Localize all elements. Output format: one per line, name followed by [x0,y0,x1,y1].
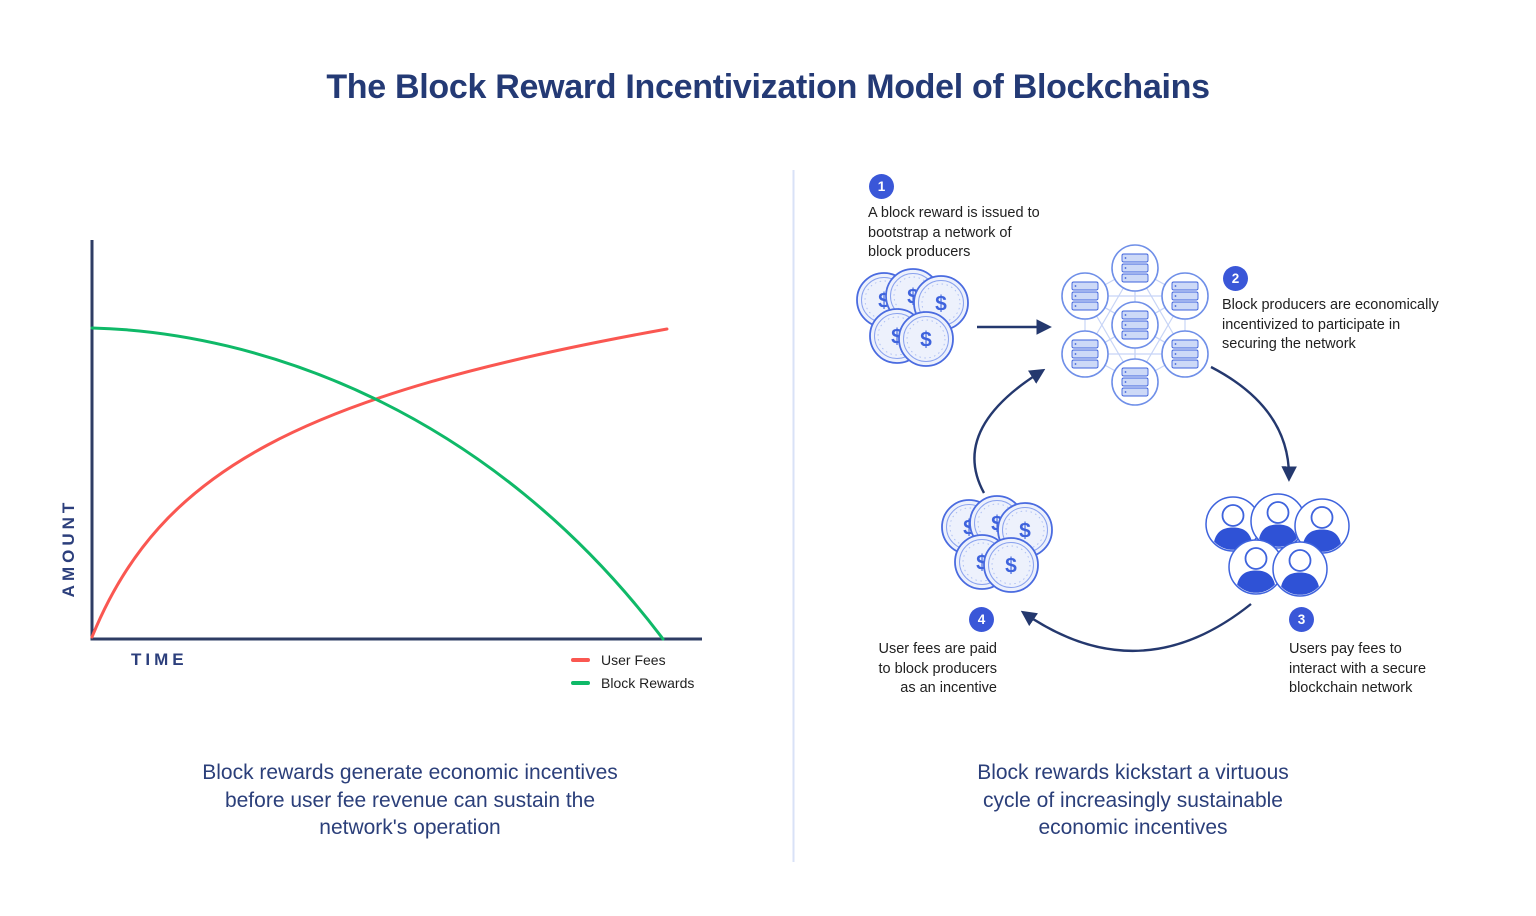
y-axis-label: AMOUNT [59,498,78,598]
step-3-text: Users pay fees to interact with a secure… [1289,640,1479,699]
chart-legend: User Fees Block Rewards [571,651,694,692]
coin-icon [898,311,954,367]
step-4-line: to block producers [878,660,997,677]
cycle-arrows [973,319,1297,653]
page-title: The Block Reward Incentivization Model o… [326,68,1210,106]
step-3-line: Users pay fees to [1289,641,1402,657]
block-reward-coins-cluster [856,268,969,367]
server-node-icon [1161,330,1209,378]
cycle-caption-line: cycle of increasingly sustainable [983,788,1283,812]
step-4-line: as an incentive [900,680,997,696]
user-fees-coins-cluster [941,495,1053,593]
chart-caption-line: before user fee revenue can sustain the [224,788,596,812]
chart-axes [90,240,702,641]
cycle-caption-line: Block rewards kickstart a virtuous [977,761,1289,784]
cycle-caption: Block rewards kickstart a virtuous cycle… [873,759,1393,842]
user-icon [1273,542,1327,597]
step-2-line: Block producers are economically [1222,297,1439,313]
line-chart [90,240,702,641]
step-3-line: blockchain network [1289,680,1413,696]
step-3-badge: 3 [1289,607,1314,632]
arrow-network-to-users [1210,365,1297,482]
step-1-text: A block reward is issued to bootstrap a … [868,204,1068,263]
step-4-badge: 4 [969,607,994,632]
server-node-icon [1061,272,1109,320]
chart-caption-line: Block rewards generate economic incentiv… [202,761,618,784]
server-node-icon [1161,272,1209,320]
step-2-text: Block producers are economically incenti… [1222,296,1472,355]
step-2-line: securing the network [1222,336,1356,352]
arrow-users-to-coins [1020,603,1252,653]
chart-caption: Block rewards generate economic incentiv… [100,759,720,842]
server-node-icon [1061,330,1109,378]
block-producers-network [1061,244,1209,406]
arrow-coins-to-network-return [973,368,1046,494]
server-node-icon [1111,301,1159,349]
step-2-badge: 2 [1223,266,1248,291]
legend-label: Block Rewards [601,675,695,691]
x-axis-label: TIME [131,650,188,669]
step-4-text: User fees are paid to block producers as… [856,640,997,699]
step-1-line: A block reward is issued to [868,205,1040,221]
step-2-line: incentivized to participate in [1222,316,1401,333]
cycle-caption-line: economic incentives [1038,816,1228,839]
block-rewards-dash-icon [571,681,590,685]
step-3-line: interact with a secure [1289,660,1427,677]
coin-icon [983,537,1039,593]
legend-item-user-fees: User Fees [571,651,694,669]
user-fees-dash-icon [571,658,590,662]
step-4-line: User fees are paid [878,641,997,657]
step-1-line: block producers [868,244,971,260]
legend-label: User Fees [601,652,666,668]
step-1-line: bootstrap a network of [868,224,1012,241]
legend-item-block-rewards: Block Rewards [571,674,694,692]
chart-caption-line: network's operation [319,816,501,839]
server-node-icon [1111,358,1159,406]
user-fees-curve [90,327,669,639]
step-1-badge: 1 [869,174,894,199]
server-node-icon [1111,244,1159,292]
block-rewards-curve [90,326,665,641]
users-cluster [1206,494,1349,597]
